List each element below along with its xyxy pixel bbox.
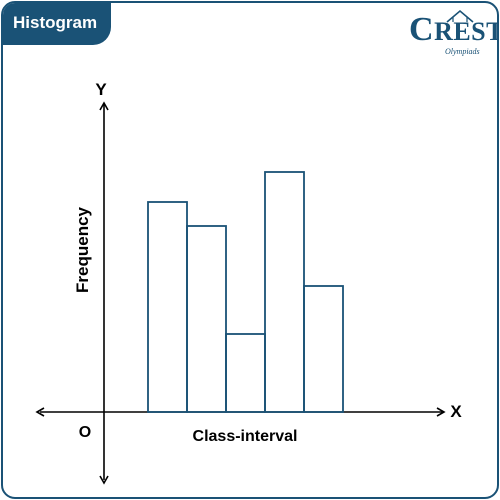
x-axis-label: Class-interval	[193, 428, 298, 445]
y-axis-letter: Y	[95, 80, 107, 99]
origin-label: O	[79, 424, 91, 441]
logo-word: REST	[434, 17, 499, 46]
logo-initial: C	[409, 11, 435, 48]
title-tab: Histogram	[3, 3, 111, 45]
x-axis-letter: X	[450, 402, 462, 421]
histogram-bar-5	[303, 285, 344, 413]
logo-subtitle: Olympiads	[445, 47, 480, 56]
histogram-bar-2	[186, 225, 227, 413]
logo-house-icon	[446, 9, 474, 23]
histogram-bar-3	[225, 333, 266, 413]
histogram-bar-1	[147, 201, 188, 413]
crest-logo: CREST Olympiads	[407, 9, 497, 57]
bars-group	[147, 171, 344, 413]
histogram-bar-4	[264, 171, 305, 413]
logo-wordmark: CREST	[409, 13, 499, 47]
page-title: Histogram	[13, 13, 98, 32]
y-axis-label: Frequency	[73, 206, 92, 293]
